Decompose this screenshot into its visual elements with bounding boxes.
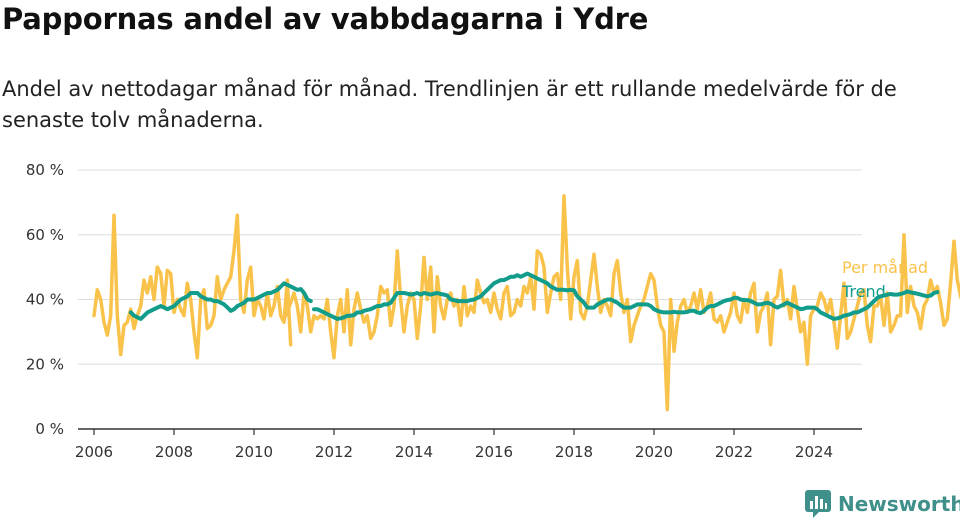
y-axis: 0 % 20 % 40 % 60 % 80 % — [26, 161, 64, 438]
legend: Per månad Trend — [841, 258, 928, 301]
legend-label-trend: Trend — [841, 282, 886, 301]
y-tick-label: 0 % — [35, 420, 64, 438]
x-tick-label: 2016 — [475, 443, 513, 461]
series-line-per-manad — [92, 213, 293, 360]
x-tick-label: 2018 — [555, 443, 593, 461]
newsworthy-logo-icon — [805, 490, 831, 518]
legend-label-per-manad: Per månad — [842, 258, 928, 277]
y-tick-label: 20 % — [26, 355, 64, 373]
brand-name: Newsworthy — [838, 492, 960, 516]
y-tick-label: 60 % — [26, 226, 64, 244]
brand-logo: Newsworthy — [805, 489, 960, 519]
chart-title: Pappornas andel av vabbdagarna i Ydre — [2, 2, 649, 36]
x-tick-label: 2014 — [395, 443, 433, 461]
series-line-trend — [312, 271, 940, 321]
x-axis: 2006 2008 2010 2012 2014 2016 2018 2020 2022 2024 — [75, 428, 862, 461]
x-tick-label: 2024 — [795, 443, 833, 461]
x-tick-label: 2010 — [235, 443, 273, 461]
x-tick-label: 2008 — [155, 443, 193, 461]
series-line-per-manad — [282, 194, 960, 412]
x-tick-label: 2020 — [635, 443, 673, 461]
y-tick-label: 40 % — [26, 291, 64, 309]
x-tick-label: 2006 — [75, 443, 113, 461]
y-tick-label: 80 % — [26, 161, 64, 179]
x-tick-label: 2012 — [315, 443, 353, 461]
chart-subtitle: Andel av nettodagar månad för månad. Tre… — [2, 77, 897, 132]
series-line-trend — [128, 281, 313, 321]
series-lines — [92, 194, 960, 412]
x-tick-label: 2022 — [715, 443, 753, 461]
